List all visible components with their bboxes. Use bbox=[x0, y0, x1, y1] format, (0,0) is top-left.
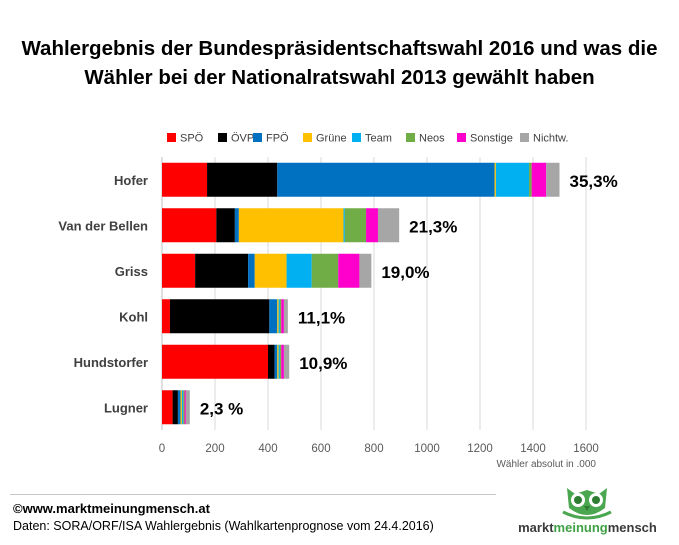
brand-name-part-2: meinung bbox=[553, 520, 608, 535]
legend-label: Team bbox=[365, 133, 392, 145]
x-tick-label: 200 bbox=[205, 443, 224, 455]
result-label: 35,3% bbox=[570, 172, 618, 191]
bar-segment bbox=[177, 390, 181, 425]
legend-swatch bbox=[520, 133, 529, 142]
legend-label: FPÖ bbox=[266, 133, 289, 145]
result-label: 2,3 % bbox=[200, 399, 243, 418]
x-tick-label: 600 bbox=[311, 443, 330, 455]
result-label: 11,1% bbox=[298, 308, 345, 327]
bar-segment bbox=[162, 299, 170, 334]
owl-icon bbox=[562, 488, 612, 520]
bar-segment bbox=[185, 390, 190, 425]
bar-segment bbox=[278, 299, 280, 334]
bar-segment bbox=[248, 253, 255, 288]
chart-title-line-2: Wähler bei der Nationalratswahl 2013 gew… bbox=[84, 66, 595, 89]
category-label: Lugner bbox=[104, 400, 148, 415]
legend-label: ÖVP bbox=[231, 133, 254, 145]
result-label: 19,0% bbox=[381, 263, 429, 282]
legend-label: Neos bbox=[419, 133, 445, 145]
chart-title: Wahlergebnis der Bundespräsidentschaftsw… bbox=[0, 34, 679, 92]
bar-segment bbox=[234, 208, 239, 243]
legend-swatch bbox=[406, 133, 415, 142]
bar-segment bbox=[181, 390, 184, 425]
bar-segment bbox=[169, 299, 270, 334]
bar-segment bbox=[531, 162, 547, 197]
legend-swatch bbox=[303, 133, 312, 142]
bar-segment bbox=[281, 299, 284, 334]
bar-segment bbox=[172, 390, 178, 425]
x-tick-label: 800 bbox=[364, 443, 383, 455]
chart-title-line-1: Wahlergebnis der Bundespräsidentschaftsw… bbox=[21, 37, 658, 60]
bar-segment bbox=[162, 390, 173, 425]
bar-segment bbox=[529, 162, 532, 197]
bar-segment bbox=[359, 253, 372, 288]
brand-logo: marktmeinungmensch bbox=[505, 482, 670, 542]
bar-segment bbox=[311, 253, 339, 288]
legend-label: SPÖ bbox=[180, 133, 204, 145]
legend-swatch bbox=[457, 133, 466, 142]
footer-divider bbox=[10, 494, 496, 495]
bar-segment bbox=[283, 344, 290, 379]
x-tick-label: 1400 bbox=[520, 443, 546, 455]
x-tick-label: 1600 bbox=[573, 443, 599, 455]
legend-label: Sonstige bbox=[470, 133, 513, 145]
footer-data-source: Daten: SORA/ORF/ISA Wahlergebnis (Wahlka… bbox=[13, 519, 434, 533]
bar-segment bbox=[162, 253, 196, 288]
x-tick-label: 1200 bbox=[467, 443, 493, 455]
bar-segment bbox=[366, 208, 378, 243]
bar-segment bbox=[338, 253, 360, 288]
bar-segment bbox=[180, 390, 182, 425]
bar-segment bbox=[269, 299, 278, 334]
bar-segment bbox=[162, 162, 208, 197]
bar-segment bbox=[286, 253, 312, 288]
brand-name-part-3: mensch bbox=[607, 520, 657, 535]
legend-swatch bbox=[167, 133, 176, 142]
legend-label: Nichtw. bbox=[533, 133, 568, 145]
bar-segment bbox=[238, 208, 344, 243]
legend-label: Grüne bbox=[316, 133, 347, 145]
bar-segment bbox=[279, 344, 282, 379]
bar-segment bbox=[162, 208, 217, 243]
bar-segment bbox=[377, 208, 400, 243]
bar-segment bbox=[184, 390, 186, 425]
bar-segment bbox=[495, 162, 530, 197]
category-label: Hofer bbox=[114, 173, 148, 188]
bar-segment bbox=[494, 162, 496, 197]
bar-segment bbox=[279, 299, 282, 334]
bar-segment bbox=[344, 208, 367, 243]
bar-segment bbox=[277, 299, 279, 334]
legend-swatch bbox=[352, 133, 361, 142]
bar-segment bbox=[268, 344, 275, 379]
legend-swatch bbox=[218, 133, 227, 142]
bar-segment bbox=[183, 390, 185, 425]
category-label: Hundstorfer bbox=[74, 355, 148, 370]
bar-segment bbox=[162, 344, 268, 379]
bar-segment bbox=[274, 344, 278, 379]
bar-segment bbox=[546, 162, 560, 197]
bar-segment bbox=[277, 344, 279, 379]
bar-segment bbox=[195, 253, 249, 288]
x-tick-label: 400 bbox=[258, 443, 277, 455]
bar-segment bbox=[254, 253, 287, 288]
bar-segment bbox=[277, 162, 495, 197]
bar-segment bbox=[281, 344, 284, 379]
brand-name-part-1: markt bbox=[518, 520, 554, 535]
bar-segment bbox=[207, 162, 278, 197]
footer-website: ©www.marktmeinungmensch.at bbox=[13, 501, 210, 516]
bar-segment bbox=[343, 208, 345, 243]
x-tick-label: 1000 bbox=[414, 443, 440, 455]
x-axis-label: Wähler absolut in .000 bbox=[496, 459, 596, 470]
category-label: Griss bbox=[115, 264, 148, 279]
x-tick-label: 0 bbox=[159, 443, 165, 455]
result-label: 21,3% bbox=[409, 217, 457, 236]
category-label: Kohl bbox=[119, 309, 148, 324]
brand-name: marktmeinungmensch bbox=[505, 520, 670, 535]
bar-segment bbox=[216, 208, 235, 243]
category-label: Van der Bellen bbox=[58, 218, 148, 233]
legend-swatch bbox=[253, 133, 262, 142]
result-label: 10,9% bbox=[299, 354, 347, 373]
bar-segment bbox=[278, 344, 280, 379]
bar-segment bbox=[283, 299, 288, 334]
